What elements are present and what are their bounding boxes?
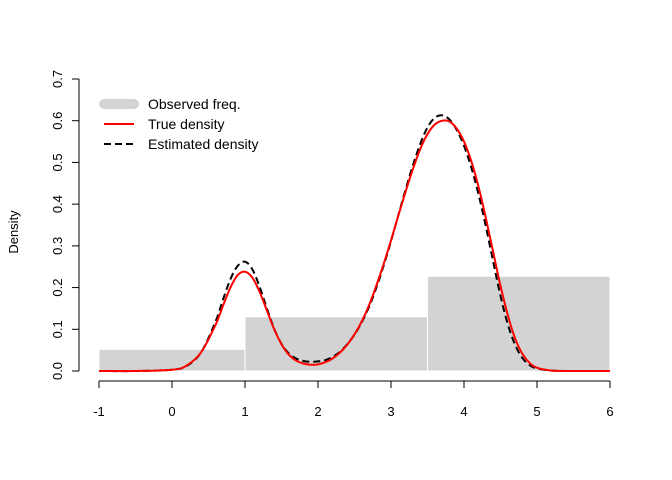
y-tick-label-4: 0.4 [50,195,65,213]
legend-label-estimated: Estimated density [148,136,259,152]
x-tick-label-5: 4 [460,404,467,419]
x-tick-label-2: 1 [241,404,248,419]
legend-label-true: True density [148,116,225,132]
histogram-bars [98,275,611,372]
legend-label-observed: Observed freq. [148,96,241,112]
x-tick-label-3: 2 [314,404,321,419]
y-tick-label-6: 0.6 [50,112,65,130]
y-tick-label-1: 0.1 [50,320,65,338]
y-tick-label-5: 0.5 [50,153,65,171]
x-tick-label-0: -1 [93,404,105,419]
y-tick-label-0: 0.0 [50,362,65,380]
density-lines [98,114,611,373]
y-tick-label-3: 0.3 [50,237,65,255]
y-tick-label-7: 0.7 [50,70,65,88]
axes: -1 0 1 2 3 4 5 6 0.0 0.1 0.2 0.3 0.4 0.5 0.6 0.7 [50,70,614,419]
true-density-line [98,119,611,373]
legend: Observed freq. True density Estimated de… [99,96,259,152]
x-tick-label-4: 3 [387,404,394,419]
histogram-bar-1 [244,316,428,372]
y-tick-label-2: 0.2 [50,279,65,297]
x-tick-label-6: 5 [533,404,540,419]
y-axis-label: Density [6,210,21,254]
histogram-bar-2 [427,275,611,372]
x-tick-label-1: 0 [168,404,175,419]
x-tick-label-7: 6 [606,404,613,419]
histogram-bar-0 [98,348,246,372]
